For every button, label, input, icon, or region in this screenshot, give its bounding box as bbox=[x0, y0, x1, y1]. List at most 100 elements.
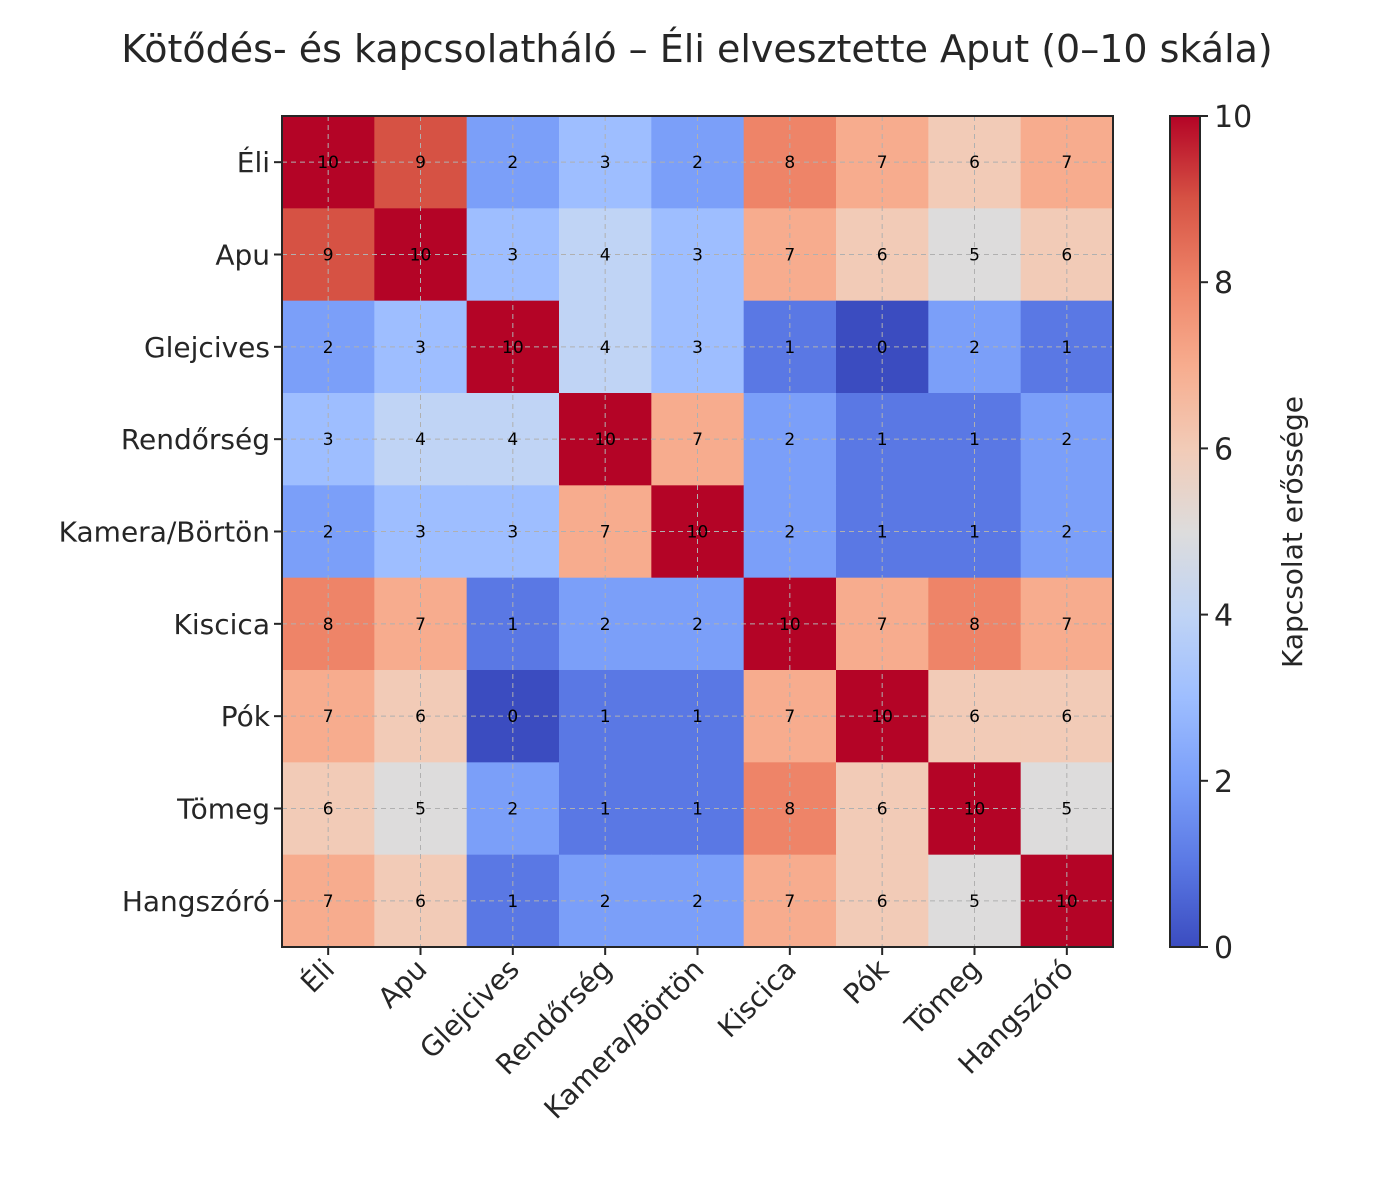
cell-value-label: 10 bbox=[317, 153, 339, 173]
y-tick-labels: Éli Apu Glejcives Rendőrség Kamera/Börtön Kis… bbox=[59, 145, 282, 918]
cell-value-label: 1 bbox=[877, 430, 888, 450]
cell-value-label: 10 bbox=[964, 800, 986, 820]
y-tick-label: Éli bbox=[237, 145, 270, 179]
colorbar-tick-label: 8 bbox=[1214, 266, 1233, 301]
grid-lines bbox=[282, 116, 1113, 947]
y-tick-label: Hangszóró bbox=[122, 885, 270, 918]
cell-value-label: 1 bbox=[969, 430, 980, 450]
cell-value-label: 4 bbox=[600, 246, 611, 266]
cell-value-label: 2 bbox=[600, 892, 611, 912]
cell-value-label: 1 bbox=[692, 707, 703, 727]
cell-value-label: 7 bbox=[784, 707, 795, 727]
cell-value-label: 2 bbox=[692, 153, 703, 173]
cell-value-label: 6 bbox=[1061, 707, 1072, 727]
cell-value-label: 2 bbox=[692, 892, 703, 912]
cell-value-label: 7 bbox=[415, 615, 426, 635]
colorbar-tick-label: 0 bbox=[1214, 931, 1233, 966]
cell-value-label: 2 bbox=[692, 615, 703, 635]
cell-value-label: 2 bbox=[784, 523, 795, 543]
cell-value-label: 3 bbox=[600, 153, 611, 173]
cell-value-label: 7 bbox=[877, 153, 888, 173]
cell-value-label: 10 bbox=[594, 430, 616, 450]
cell-value-label: 1 bbox=[1061, 338, 1072, 358]
cell-value-label: 8 bbox=[784, 153, 795, 173]
cell-value-label: 9 bbox=[415, 153, 426, 173]
cell-value-label: 7 bbox=[784, 246, 795, 266]
cell-value-label: 1 bbox=[877, 523, 888, 543]
y-tick-label: Tömeg bbox=[176, 793, 270, 826]
cell-value-label: 1 bbox=[692, 800, 703, 820]
cell-value-label: 5 bbox=[1061, 800, 1072, 820]
y-tick-label: Rendőrség bbox=[121, 423, 270, 456]
cell-value-label: 7 bbox=[323, 707, 334, 727]
cell-value-label: 1 bbox=[784, 338, 795, 358]
cell-value-label: 7 bbox=[1061, 615, 1072, 635]
cell-value-label: 10 bbox=[779, 615, 801, 635]
colorbar-ticks: 0 2 4 6 8 10 bbox=[1200, 100, 1252, 966]
cell-value-label: 2 bbox=[600, 615, 611, 635]
x-tick-label: Apu bbox=[371, 953, 433, 1015]
cell-value-label: 7 bbox=[692, 430, 703, 450]
cell-value-label: 7 bbox=[600, 523, 611, 543]
cell-value-label: 4 bbox=[600, 338, 611, 358]
cell-value-label: 2 bbox=[969, 338, 980, 358]
cell-value-label: 8 bbox=[323, 615, 334, 635]
cell-value-label: 3 bbox=[692, 246, 703, 266]
cell-value-label: 1 bbox=[600, 800, 611, 820]
cell-value-label: 3 bbox=[692, 338, 703, 358]
cell-value-label: 2 bbox=[323, 338, 334, 358]
x-tick-label: Kamera/Börtön bbox=[538, 953, 711, 1126]
cell-value-label: 6 bbox=[1061, 246, 1072, 266]
cell-value-label: 9 bbox=[323, 246, 334, 266]
colorbar-tick-label: 6 bbox=[1214, 432, 1233, 467]
cell-value-label: 7 bbox=[1061, 153, 1072, 173]
cell-value-label: 3 bbox=[507, 246, 518, 266]
cell-value-label: 10 bbox=[687, 523, 709, 543]
cell-value-label: 1 bbox=[507, 615, 518, 635]
cell-value-label: 1 bbox=[600, 707, 611, 727]
x-tick-label: Éli bbox=[294, 952, 342, 1000]
cell-value-label: 5 bbox=[415, 800, 426, 820]
cell-value-label: 2 bbox=[507, 153, 518, 173]
colorbar-tick-label: 2 bbox=[1214, 765, 1233, 800]
cell-value-label: 0 bbox=[877, 338, 888, 358]
cell-value-label: 2 bbox=[323, 523, 334, 543]
cell-value-label: 8 bbox=[784, 800, 795, 820]
cell-value-label: 10 bbox=[1056, 892, 1078, 912]
cell-value-label: 8 bbox=[969, 615, 980, 635]
cell-value-label: 2 bbox=[1061, 430, 1072, 450]
colorbar-tick-label: 4 bbox=[1214, 599, 1233, 634]
y-tick-label: Glejcives bbox=[144, 331, 270, 364]
cell-value-label: 0 bbox=[507, 707, 518, 727]
cell-value-label: 4 bbox=[415, 430, 426, 450]
cell-value-label: 10 bbox=[502, 338, 524, 358]
cell-value-label: 2 bbox=[507, 800, 518, 820]
y-tick-label: Apu bbox=[215, 239, 270, 272]
x-tick-label: Pók bbox=[837, 952, 896, 1011]
cell-value-label: 6 bbox=[323, 800, 334, 820]
colorbar-tick-label: 10 bbox=[1214, 100, 1252, 135]
cell-value-label: 6 bbox=[969, 153, 980, 173]
cell-value-label: 10 bbox=[410, 246, 432, 266]
colorbar bbox=[1169, 115, 1201, 948]
cell-value-label: 1 bbox=[969, 523, 980, 543]
y-tick-label: Pók bbox=[221, 700, 271, 733]
cell-value-label: 6 bbox=[415, 707, 426, 727]
y-tick-label: Kiscica bbox=[174, 608, 270, 641]
cell-value-label: 2 bbox=[1061, 523, 1072, 543]
y-tick-label: Kamera/Börtön bbox=[59, 516, 270, 549]
cell-value-label: 6 bbox=[877, 892, 888, 912]
cell-value-label: 5 bbox=[969, 892, 980, 912]
chart-title: Kötődés- és kapcsolatháló – Éli elveszte… bbox=[121, 27, 1273, 71]
x-tick-label: Kiscica bbox=[711, 953, 803, 1045]
cell-value-label: 7 bbox=[877, 615, 888, 635]
x-tick-label: Tömeg bbox=[898, 953, 988, 1043]
cell-value-label: 5 bbox=[969, 246, 980, 266]
cell-value-label: 3 bbox=[507, 523, 518, 543]
cell-value-label: 3 bbox=[415, 338, 426, 358]
cell-labels: 10 9 2 3 2 8 7 6 79 10 3 4 3 7 6 5 62 3 10 4 3 1 0 2 13 4 4 10 7 2 1 1 2… bbox=[317, 153, 1077, 912]
cell-value-label: 3 bbox=[415, 523, 426, 543]
cell-value-label: 10 bbox=[871, 707, 893, 727]
